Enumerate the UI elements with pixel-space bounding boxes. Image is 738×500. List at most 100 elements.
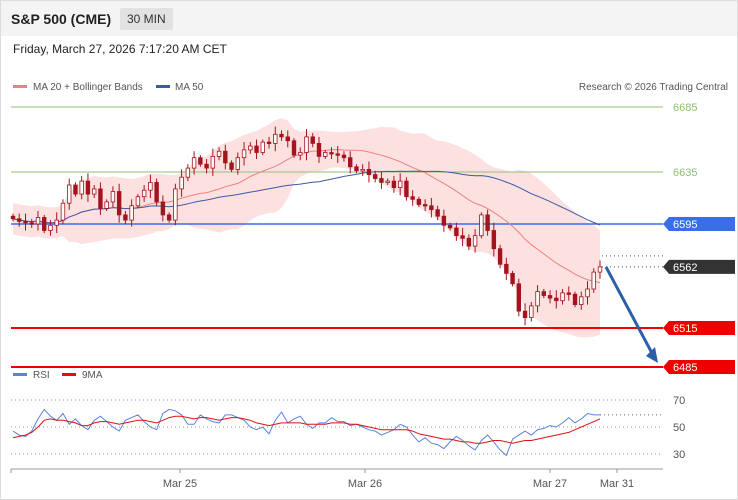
candle-body — [223, 150, 228, 164]
level-label-6595: 6595 — [673, 219, 697, 231]
forecast-arrow-head — [646, 347, 658, 363]
chart-header: S&P 500 (CME) 30 MIN — [1, 1, 737, 36]
candle-body — [179, 176, 184, 190]
candle-body — [85, 180, 91, 195]
candle-body — [385, 180, 390, 184]
candle-body — [248, 145, 253, 151]
candle-body — [447, 224, 453, 229]
rsi-ma-legend-swatch — [62, 373, 76, 376]
candle-body — [497, 248, 503, 265]
candle-body — [235, 157, 241, 170]
candle-body — [560, 292, 565, 302]
candle-body — [491, 230, 497, 250]
candle-body — [42, 217, 47, 231]
candle-body — [435, 209, 440, 217]
candle-body — [173, 188, 178, 221]
ma20-legend-swatch — [13, 85, 27, 88]
candle-body — [310, 136, 315, 144]
rsi-legend-label: RSI — [33, 370, 50, 381]
candle-body — [585, 288, 590, 298]
candle-body — [110, 191, 116, 203]
level-tag-6515 — [663, 321, 735, 335]
timeframe-badge[interactable]: 30 MIN — [120, 8, 173, 30]
candle-body — [404, 180, 409, 198]
candle-body — [104, 201, 109, 209]
candle-body — [98, 188, 103, 209]
chart-datetime: Friday, March 27, 2026 7:17:20 AM CET — [13, 42, 227, 56]
candle-body — [329, 152, 334, 155]
candle-body — [454, 227, 459, 237]
candle-body — [597, 266, 603, 273]
candle-body — [79, 180, 84, 195]
candle-body — [410, 196, 415, 200]
candle-body — [485, 214, 490, 231]
candle-body — [210, 155, 216, 169]
rsi-line — [12, 408, 600, 457]
candle-body — [547, 295, 553, 299]
candle-body — [472, 235, 478, 247]
candle-body — [60, 202, 66, 221]
candle-body — [566, 292, 571, 295]
candle-body — [504, 263, 509, 274]
candle-body — [304, 136, 309, 153]
ma50-line — [12, 170, 601, 226]
candle-body — [135, 196, 141, 207]
forecast-arrow-shaft — [604, 266, 655, 356]
candle-body — [391, 180, 397, 189]
rsi-level-label-70: 70 — [673, 395, 685, 407]
candle-body — [416, 198, 422, 205]
candle-body — [298, 152, 303, 156]
rsi-legend-swatch — [13, 373, 27, 376]
candle-body — [166, 214, 172, 221]
candle-body — [285, 136, 290, 142]
copyright-text: Research © 2026 Trading Central — [579, 82, 728, 93]
x-tick-label: Mar 26 — [348, 478, 382, 490]
candle-body — [204, 163, 209, 169]
x-axis: Mar 25 Mar 26 Mar 27 Mar 31 — [10, 468, 663, 490]
candle-body — [67, 184, 72, 204]
candle-body — [273, 133, 278, 144]
candle-body — [579, 296, 584, 305]
candle-body — [241, 149, 247, 159]
candle-body — [510, 272, 515, 285]
level-tag-6595 — [663, 217, 735, 231]
candle-body — [291, 140, 297, 156]
rsi-level-label-50: 50 — [673, 422, 685, 434]
candle-body — [397, 180, 403, 189]
level-label-6562: 6562 — [673, 262, 697, 274]
candle-body — [335, 153, 340, 156]
ma50-legend-label: MA 50 — [175, 82, 204, 93]
x-tick-label: Mar 31 — [600, 478, 634, 490]
candle-body — [366, 168, 372, 175]
candle-body — [516, 283, 522, 312]
candle-body — [522, 310, 528, 319]
candle-body — [229, 162, 234, 170]
candle-body — [341, 154, 347, 159]
level-label-6635: 6635 — [673, 167, 697, 179]
candle-body — [216, 150, 222, 157]
candle-body — [54, 219, 59, 226]
candle-body — [554, 297, 559, 302]
candle-body — [148, 181, 153, 191]
candle-body — [154, 181, 159, 203]
candle-body — [591, 271, 596, 290]
candle-body — [254, 145, 259, 153]
level-lines — [11, 106, 663, 368]
ma50-legend-swatch — [156, 85, 170, 88]
candle-body — [17, 218, 22, 222]
level-labels: 6685 6635 6595 6562 6515 6485 — [663, 102, 735, 374]
level-label-6485: 6485 — [673, 362, 697, 374]
candle-body — [260, 141, 265, 153]
candle-body — [466, 237, 472, 247]
candle-body — [160, 201, 166, 216]
candle-body — [123, 214, 128, 221]
candle-body — [116, 191, 122, 216]
candle-body — [141, 189, 147, 198]
candle-body — [35, 217, 41, 225]
candle-body — [348, 157, 353, 168]
forecast-arrow — [604, 266, 658, 363]
instrument-title: S&P 500 (CME) — [11, 11, 112, 27]
candle-body — [185, 167, 191, 178]
candle-body — [572, 293, 578, 306]
